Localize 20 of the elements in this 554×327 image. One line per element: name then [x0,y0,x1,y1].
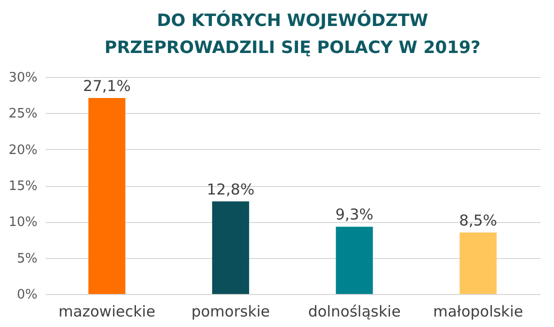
bar [212,201,250,294]
x-tick-label: pomorskie [191,302,270,320]
y-tick-label: 20% [8,142,38,158]
y-tick-label: 0% [16,288,38,302]
y-tick-label: 10% [8,215,38,230]
data-label: 8,5% [459,212,498,230]
x-tick-label: mazowieckie [58,302,156,320]
y-tick-label: 30% [8,70,38,86]
chart-title: DO KTÓRYCH WOJEWÓDZTW PRZEPROWADZILI SIĘ POLACY W 2019? [104,10,481,58]
y-tick-label: 15% [8,179,38,194]
x-tick-label: małopolskie [433,302,524,320]
y-tick-label: 5% [16,251,38,266]
data-label: 27,1% [83,76,131,95]
bar [460,232,497,294]
data-label: 9,3% [335,206,374,224]
x-tick-label: dolnośląskie [308,302,401,320]
y-tick-label: 25% [8,106,38,122]
data-label: 12,8% [206,180,254,198]
bar [88,98,126,294]
bar [336,226,373,294]
